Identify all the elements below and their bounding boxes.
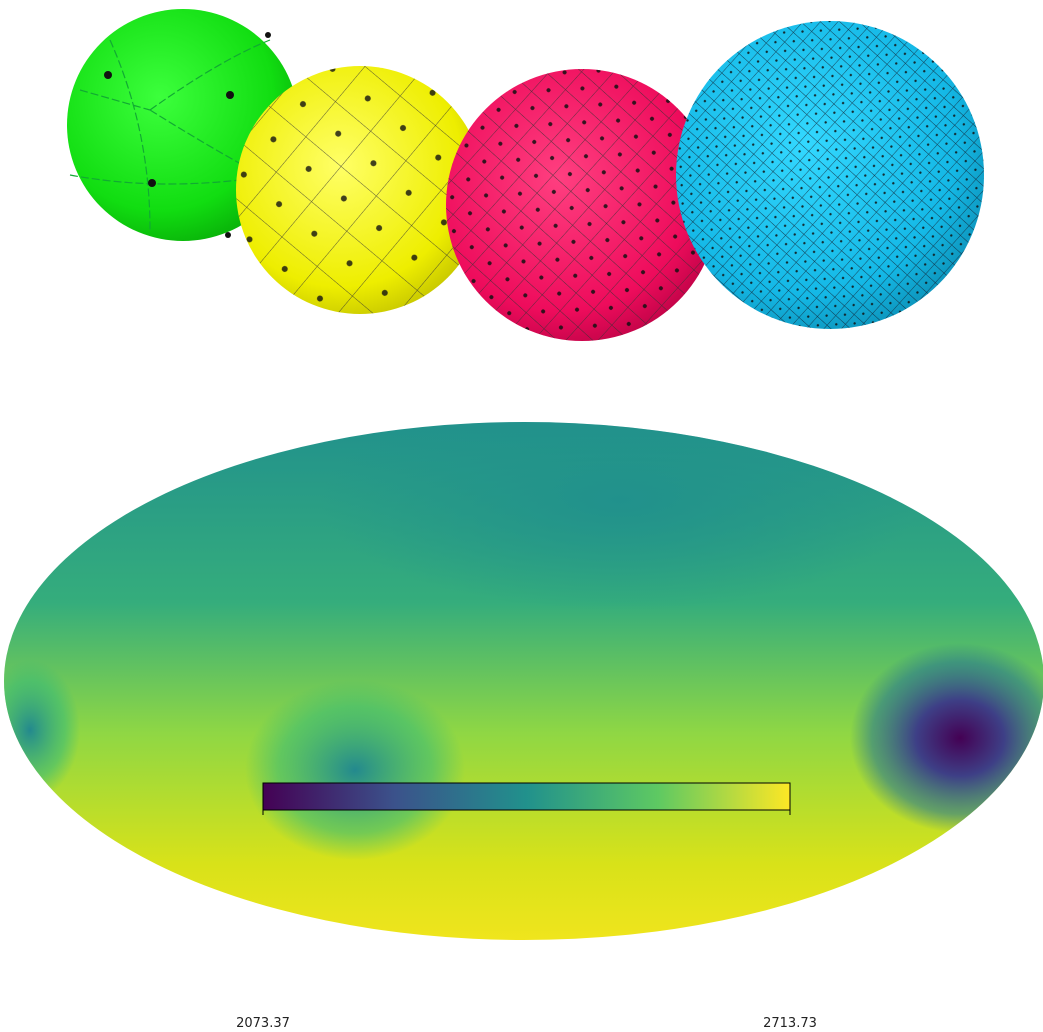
sphere-red bbox=[446, 69, 718, 341]
sphere-yellow bbox=[236, 66, 484, 314]
colorbar-tick-label: 2073.37 bbox=[236, 1016, 290, 1031]
colorbar-tick-label: 2713.73 bbox=[763, 1016, 817, 1031]
figure: 2073.37 2713.73 bbox=[0, 0, 1043, 1032]
spheres bbox=[67, 9, 984, 341]
mollweide-map bbox=[0, 390, 1043, 942]
colorbar-gradient bbox=[263, 783, 790, 810]
sphere-blue bbox=[676, 21, 984, 329]
